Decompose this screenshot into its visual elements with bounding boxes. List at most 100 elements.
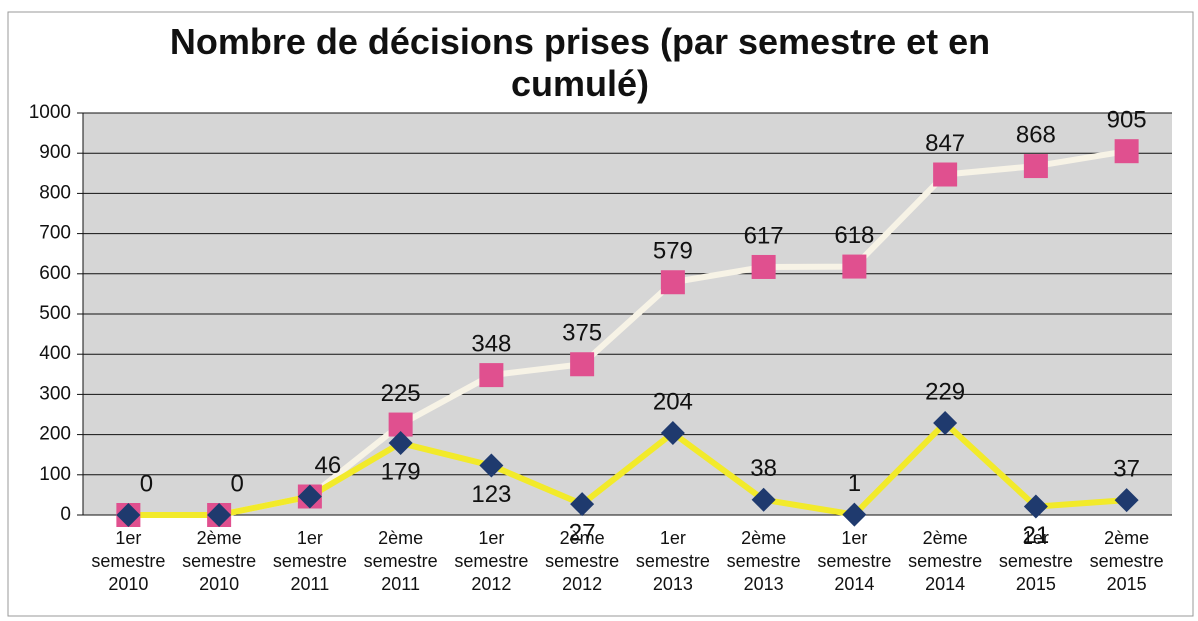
data-label: 618 bbox=[834, 222, 874, 249]
x-tick-label: 1er semestre 2010 bbox=[91, 528, 165, 594]
marker bbox=[388, 431, 413, 456]
data-label: 204 bbox=[653, 388, 693, 415]
x-tick-label: 1er semestre 2014 bbox=[817, 528, 891, 594]
data-label: 37 bbox=[1113, 455, 1140, 482]
marker bbox=[207, 503, 232, 527]
data-label: 179 bbox=[381, 458, 421, 485]
x-tick-line: 2013 bbox=[744, 574, 784, 594]
x-tick-label: 2ème semestre 2015 bbox=[1090, 528, 1164, 594]
x-tick-label: 2ème semestre 2010 bbox=[182, 528, 256, 594]
y-tick-label: 1000 bbox=[29, 102, 71, 123]
x-tick-label: 1er semestre 2011 bbox=[273, 528, 347, 594]
y-tick-label: 800 bbox=[39, 182, 71, 203]
y-tick-label: 500 bbox=[39, 303, 71, 324]
x-tick-label: 2ème semestre 2012 bbox=[545, 528, 619, 594]
marker bbox=[1023, 494, 1048, 519]
x-tick-line: 2010 bbox=[108, 574, 148, 594]
x-tick-line: semestre bbox=[817, 551, 891, 571]
x-tick-line: 2ème bbox=[1104, 528, 1149, 548]
x-tick-line: semestre bbox=[1090, 551, 1164, 571]
x-tick-line: 2ème bbox=[560, 528, 605, 548]
x-tick-label: 1er semestre 2015 bbox=[999, 528, 1073, 594]
marker bbox=[842, 502, 867, 527]
data-label: 229 bbox=[925, 378, 965, 405]
x-tick-label: 1er semestre 2013 bbox=[636, 528, 710, 594]
data-label: 348 bbox=[471, 330, 511, 357]
data-label: 905 bbox=[1107, 107, 1147, 134]
x-tick-line: 1er bbox=[660, 528, 686, 548]
marker bbox=[751, 487, 776, 512]
x-tick-line: semestre bbox=[182, 551, 256, 571]
y-tick-label: 200 bbox=[39, 424, 71, 445]
x-tick-line: 2010 bbox=[199, 574, 239, 594]
x-tick-line: 2ème bbox=[923, 528, 968, 548]
x-tick-line: 2ème bbox=[197, 528, 242, 548]
x-tick-line: 2012 bbox=[471, 574, 511, 594]
y-tick-label: 700 bbox=[39, 223, 71, 244]
y-tick-label: 600 bbox=[39, 263, 71, 284]
x-tick-line: semestre bbox=[454, 551, 528, 571]
marker bbox=[660, 270, 685, 295]
title-line: Nombre de décisions prises (par semestre… bbox=[170, 21, 990, 62]
data-label: 225 bbox=[381, 380, 421, 407]
x-tick-line: 2ème bbox=[378, 528, 423, 548]
x-tick-line: semestre bbox=[273, 551, 347, 571]
marker bbox=[570, 352, 595, 377]
y-tick-label: 100 bbox=[39, 464, 71, 485]
y-tick-label: 0 bbox=[60, 504, 71, 525]
x-tick-label: 2ème semestre 2013 bbox=[727, 528, 801, 594]
x-tick-line: 2ème bbox=[741, 528, 786, 548]
marker bbox=[1114, 139, 1139, 164]
data-label: 27 bbox=[569, 519, 596, 546]
marker bbox=[933, 410, 958, 435]
data-label: 579 bbox=[653, 238, 693, 265]
x-tick-label: 1er semestre 2012 bbox=[454, 528, 528, 594]
y-tick-label: 900 bbox=[39, 142, 71, 163]
x-tick-line: semestre bbox=[364, 551, 438, 571]
x-tick-line: 2015 bbox=[1107, 574, 1147, 594]
x-tick-line: semestre bbox=[545, 551, 619, 571]
marker bbox=[842, 254, 867, 279]
x-tick-line: 1er bbox=[297, 528, 323, 548]
data-label: 868 bbox=[1016, 121, 1056, 148]
marker bbox=[479, 363, 504, 388]
marker bbox=[933, 162, 958, 187]
marker bbox=[479, 453, 504, 478]
x-tick-line: 1er bbox=[115, 528, 141, 548]
x-tick-line: 2014 bbox=[834, 574, 874, 594]
data-label: 375 bbox=[562, 320, 602, 347]
x-tick-line: 2012 bbox=[562, 574, 602, 594]
data-label: 847 bbox=[925, 130, 965, 157]
marker bbox=[116, 503, 141, 527]
title-line: cumulé) bbox=[511, 63, 649, 104]
marker bbox=[297, 484, 322, 509]
y-tick-label: 300 bbox=[39, 383, 71, 404]
marker bbox=[570, 492, 595, 517]
y-tick-label: 400 bbox=[39, 343, 71, 364]
x-tick-line: 2015 bbox=[1016, 574, 1056, 594]
x-tick-line: semestre bbox=[91, 551, 165, 571]
data-label: 21 bbox=[1023, 522, 1050, 549]
data-label: 1 bbox=[848, 470, 861, 497]
data-label: 0 bbox=[140, 470, 153, 497]
data-label: 0 bbox=[230, 470, 243, 497]
x-tick-line: semestre bbox=[908, 551, 982, 571]
x-tick-line: semestre bbox=[999, 551, 1073, 571]
data-label: 123 bbox=[471, 481, 511, 508]
x-tick-line: 1er bbox=[841, 528, 867, 548]
x-tick-line: 2014 bbox=[925, 574, 965, 594]
data-label: 617 bbox=[744, 222, 784, 249]
data-label: 38 bbox=[750, 455, 777, 482]
marker bbox=[1023, 154, 1048, 179]
x-tick-label: 2ème semestre 2011 bbox=[364, 528, 438, 594]
x-tick-line: semestre bbox=[636, 551, 710, 571]
x-tick-line: 1er bbox=[478, 528, 504, 548]
marker bbox=[660, 420, 685, 445]
x-tick-line: 1er bbox=[1023, 528, 1049, 548]
x-tick-line: 2013 bbox=[653, 574, 693, 594]
x-tick-line: 2011 bbox=[291, 574, 330, 594]
x-tick-line: 2011 bbox=[381, 574, 420, 594]
marker bbox=[751, 254, 776, 279]
marker bbox=[1114, 488, 1139, 513]
